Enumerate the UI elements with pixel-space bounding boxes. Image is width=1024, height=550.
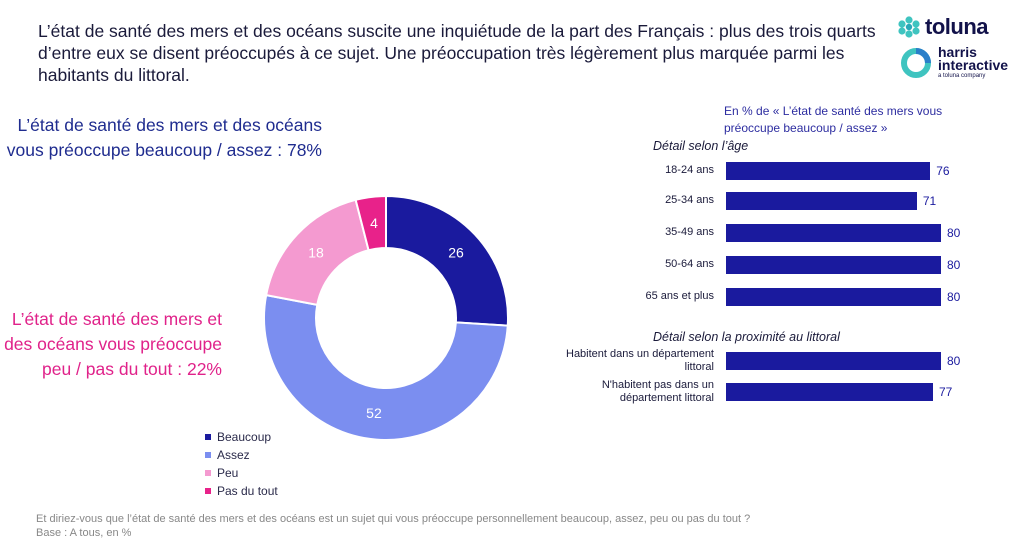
legend-swatch (205, 488, 211, 494)
bar-value-label: 80 (947, 290, 961, 304)
callout-preoccupe-peu-pas-du-tout: L’état de santé des mers et des océans v… (4, 309, 222, 379)
donut-slice-pas-du-tout (354, 194, 387, 252)
harris-logo: harris interactive a toluna company (900, 44, 1009, 80)
bar-category-label: 18-24 ans (665, 164, 714, 176)
harris-ring-icon (901, 48, 931, 78)
bar-category-label: 50-64 ans (665, 258, 714, 270)
legend-label: Assez (217, 448, 250, 462)
donut-legend: Beaucoup Assez Peu Pas du tout (205, 428, 278, 500)
bar-chart-title: En % de « L’état de santé des mers vous … (724, 104, 943, 135)
footnote: Et diriez-vous que l’état de santé des m… (36, 512, 936, 540)
legend-item: Assez (205, 446, 278, 464)
bar-value-label: 76 (936, 164, 950, 178)
bar-category-label: Habitent dans un département littoral (566, 348, 714, 373)
bar-value-label: 71 (922, 194, 937, 208)
legend-item: Pas du tout (205, 482, 278, 500)
logo: toluna harris interactive a toluna compa… (898, 14, 1016, 94)
bar (726, 352, 941, 370)
bar-category-label: 65 ans et plus (645, 290, 715, 302)
toluna-logo: toluna (898, 14, 989, 40)
legend-item: Peu (205, 464, 278, 482)
donut-value-label: 4 (370, 215, 378, 231)
bar-section-title: Détail selon l’âge (653, 139, 749, 153)
headline: L’état de santé des mers et des océans s… (38, 21, 876, 85)
bar-value-label: 80 (947, 354, 961, 368)
legend-swatch (205, 434, 211, 440)
legend-label: Beaucoup (217, 430, 272, 444)
donut-slice-assez (263, 293, 509, 441)
donut-slice-beaucoup (385, 194, 509, 327)
legend-swatch (205, 470, 211, 476)
donut-value-label: 26 (448, 244, 464, 260)
toluna-asterisk-icon (898, 16, 920, 38)
donut-value-label: 52 (366, 405, 382, 421)
bar (726, 192, 917, 210)
bar-value-label: 80 (947, 226, 961, 240)
bar-value-label: 77 (938, 385, 953, 399)
bar (726, 256, 941, 274)
bar-category-label: 35-49 ans (665, 226, 714, 238)
bar-section-title: Détail selon la proximité au littoral (653, 330, 840, 344)
legend-label: Pas du tout (217, 484, 278, 498)
donut-value-label: 18 (308, 244, 324, 260)
bar (726, 224, 941, 242)
toluna-wordmark: toluna (925, 14, 989, 39)
bar-category-label: 25-34 ans (665, 194, 714, 206)
legend-swatch (205, 452, 211, 458)
bar (726, 383, 933, 401)
harris-tagline: a toluna company (938, 73, 986, 79)
bar-category-label: N'habitent pas dans un département litto… (601, 379, 714, 404)
harris-wordmark-line1: harris (938, 44, 977, 60)
footnote-question: Et diriez-vous que l’état de santé des m… (36, 513, 751, 525)
bar (726, 162, 931, 180)
bar (726, 288, 941, 306)
legend-label: Peu (217, 466, 239, 480)
footnote-base: Base : A tous, en % (36, 527, 132, 539)
legend-item: Beaucoup (205, 428, 278, 446)
harris-wordmark-line2: interactive (938, 57, 1009, 73)
bar-value-label: 80 (947, 258, 961, 272)
callout-preoccupe-beaucoup-assez: L’état de santé des mers et des océans v… (6, 115, 322, 160)
